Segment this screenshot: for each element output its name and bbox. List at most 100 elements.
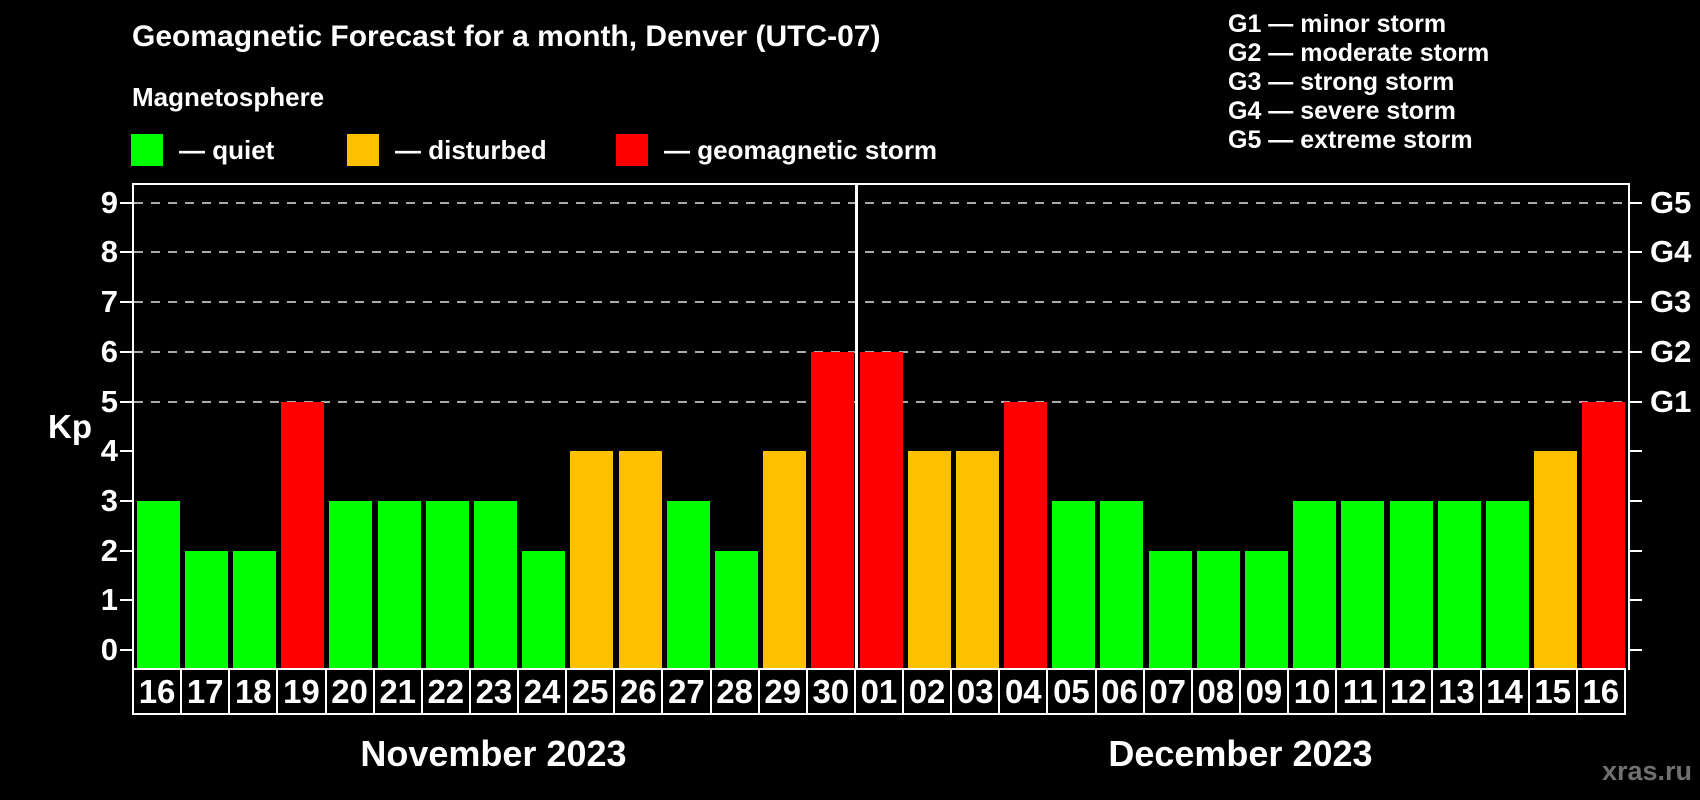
kp-tick-label-1: 1 xyxy=(100,582,118,618)
kp-bar-13 xyxy=(1437,500,1481,670)
day-label-10: 10 xyxy=(1287,668,1338,715)
kp-bar-07 xyxy=(1148,550,1192,670)
kp-bar-21 xyxy=(377,500,421,670)
day-label-27: 27 xyxy=(661,668,712,715)
g-level-label-g2: G2 xyxy=(1650,333,1692,369)
kp-bar-19 xyxy=(281,401,325,670)
kp-bar-08 xyxy=(1196,550,1240,670)
day-label-02: 02 xyxy=(902,668,953,715)
day-label-13: 13 xyxy=(1431,668,1482,715)
gridline-kp6 xyxy=(134,350,1628,353)
day-label-25: 25 xyxy=(565,668,616,715)
kp-tick-label-7: 7 xyxy=(100,284,118,320)
kp-bar-03 xyxy=(955,451,999,670)
left-axis-tick-4 xyxy=(120,450,132,453)
right-axis-tick-3 xyxy=(1630,499,1642,502)
kp-bar-29 xyxy=(763,451,807,670)
g-level-label-g4: G4 xyxy=(1650,234,1692,270)
day-label-23: 23 xyxy=(468,668,519,715)
day-label-17: 17 xyxy=(180,668,231,715)
left-axis-tick-7 xyxy=(120,301,132,304)
y-axis-title: Kp xyxy=(48,408,92,445)
day-label-24: 24 xyxy=(517,668,568,715)
kp-bar-20 xyxy=(329,500,373,670)
day-label-04: 04 xyxy=(998,668,1049,715)
gridline-kp9 xyxy=(134,201,1628,204)
right-axis-tick-0 xyxy=(1630,649,1642,651)
left-axis-tick-1 xyxy=(120,599,132,602)
gridline-kp7 xyxy=(134,301,1628,304)
right-axis-tick-7 xyxy=(1630,301,1642,304)
storm-scale-line-5: G5 — extreme storm xyxy=(1228,126,1473,154)
day-label-26: 26 xyxy=(613,668,664,715)
legend-item-storm: — geomagnetic storm xyxy=(616,133,937,167)
left-axis-tick-8 xyxy=(120,251,132,254)
day-label-14: 14 xyxy=(1479,668,1530,715)
right-axis-tick-9 xyxy=(1630,201,1642,204)
kp-tick-label-0: 0 xyxy=(100,632,118,667)
kp-bar-28 xyxy=(714,550,758,670)
day-label-28: 28 xyxy=(709,668,760,715)
kp-bar-06 xyxy=(1100,500,1144,670)
day-label-20: 20 xyxy=(324,668,375,715)
kp-tick-label-3: 3 xyxy=(100,482,118,518)
kp-bar-09 xyxy=(1245,550,1289,670)
day-label-19: 19 xyxy=(276,668,327,715)
left-axis-tick-5 xyxy=(120,400,132,403)
day-label-03: 03 xyxy=(950,668,1001,715)
day-label-15: 15 xyxy=(1527,668,1578,715)
right-axis-tick-6 xyxy=(1630,350,1642,353)
day-label-29: 29 xyxy=(757,668,808,715)
kp-bar-22 xyxy=(425,500,469,670)
storm-scale-line-4: G4 — severe storm xyxy=(1228,97,1456,125)
storm-scale-legend: G1 — minor storm G2 — moderate storm G3 — … xyxy=(1228,10,1489,155)
kp-bar-17 xyxy=(184,550,228,670)
kp-bar-26 xyxy=(618,451,662,670)
month-label-december: December 2023 xyxy=(1108,733,1373,774)
kp-bar-04 xyxy=(1004,401,1048,670)
day-label-06: 06 xyxy=(1094,668,1145,715)
day-label-30: 30 xyxy=(805,668,856,715)
chart-title: Geomagnetic Forecast for a month, Denver… xyxy=(132,20,881,53)
kp-bar-14 xyxy=(1486,500,1530,670)
day-label-16: 16 xyxy=(132,668,183,715)
left-axis-tick-9 xyxy=(120,201,132,204)
kp-bar-25 xyxy=(570,451,614,670)
day-label-01: 01 xyxy=(853,668,904,715)
kp-bar-01 xyxy=(859,351,903,670)
magnetosphere-label: Magnetosphere xyxy=(132,82,325,112)
kp-bar-11 xyxy=(1341,500,1385,670)
day-label-12: 12 xyxy=(1383,668,1434,715)
g-level-label-g1: G1 xyxy=(1650,383,1692,419)
legend-item-disturbed: — disturbed xyxy=(347,133,547,167)
kp-bar-24 xyxy=(522,550,566,670)
left-axis-tick-0 xyxy=(120,649,132,651)
storm-scale-line-3: G3 — strong storm xyxy=(1228,68,1455,96)
disturbed-swatch xyxy=(347,134,379,166)
kp-bar-05 xyxy=(1052,500,1096,670)
day-label-09: 09 xyxy=(1238,668,1289,715)
kp-tick-label-5: 5 xyxy=(100,383,118,419)
day-label-18: 18 xyxy=(228,668,279,715)
g-level-label-g5: G5 xyxy=(1650,184,1692,220)
day-label-11: 11 xyxy=(1335,668,1386,715)
right-axis-tick-8 xyxy=(1630,251,1642,254)
storm-scale-line-2: G2 — moderate storm xyxy=(1228,39,1490,67)
legend-label-quiet: — quiet xyxy=(179,134,275,165)
right-axis-tick-5 xyxy=(1630,400,1642,403)
kp-bar-10 xyxy=(1293,500,1337,670)
left-axis-tick-2 xyxy=(120,549,132,552)
right-axis-tick-2 xyxy=(1630,549,1642,552)
kp-bar-18 xyxy=(232,550,276,670)
day-axis: 16 17 18 19 20 21 22 23 24 25 26 27 28 29 30 01 02 03 04 05… xyxy=(132,668,1626,715)
kp-tick-label-2: 2 xyxy=(100,532,118,568)
kp-tick-label-9: 9 xyxy=(100,184,118,220)
day-label-08: 08 xyxy=(1190,668,1241,715)
legend-item-quiet: — quiet xyxy=(131,133,274,167)
legend-label-disturbed: — disturbed xyxy=(395,134,547,165)
kp-bar-30 xyxy=(811,351,855,670)
kp-tick-label-6: 6 xyxy=(100,333,118,369)
month-label-november: November 2023 xyxy=(360,733,627,774)
month-separator-line xyxy=(855,185,859,670)
